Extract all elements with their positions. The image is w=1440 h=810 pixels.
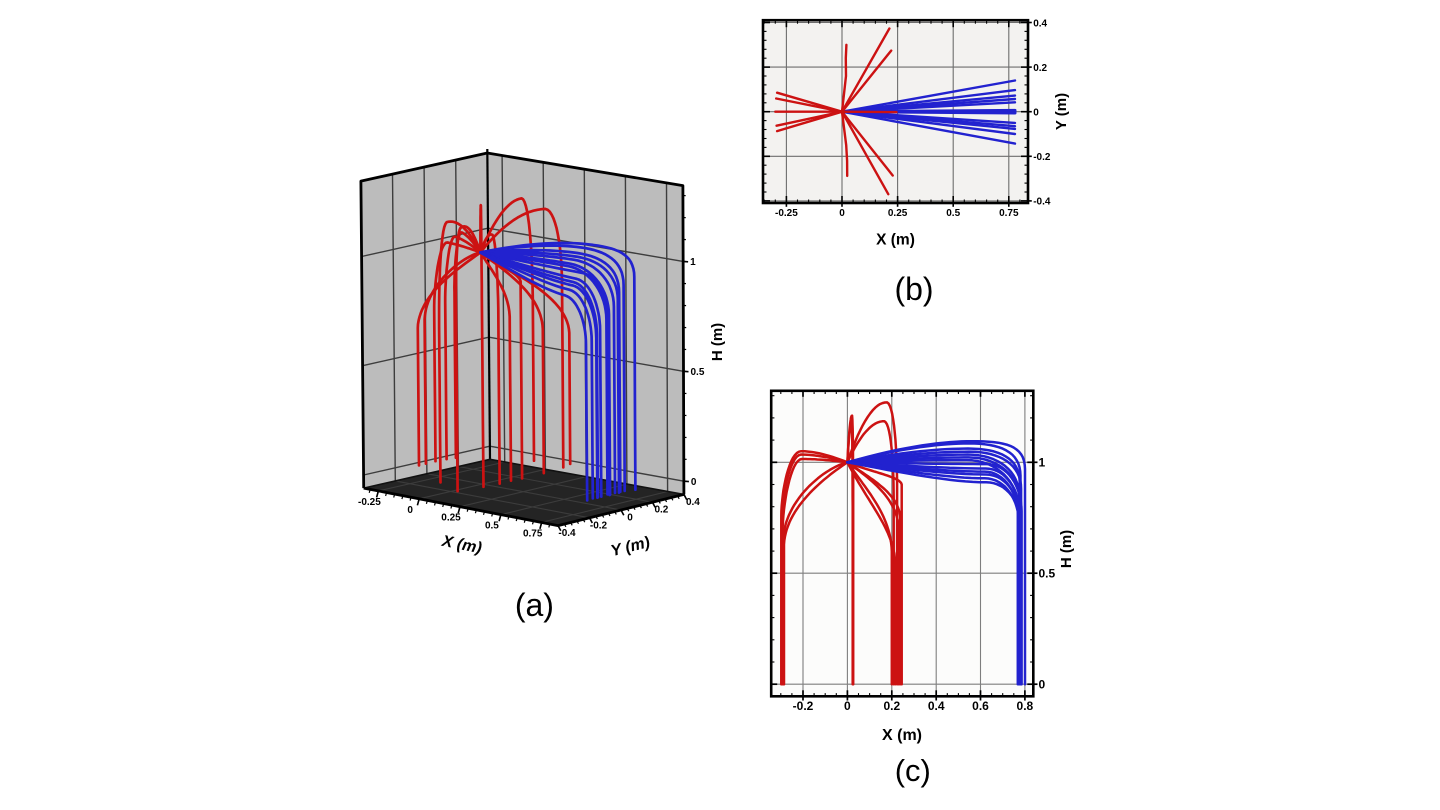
svg-text:0.5: 0.5 [691,367,705,378]
svg-text:0.5: 0.5 [485,521,499,532]
svg-text:0.5: 0.5 [1039,567,1056,581]
svg-text:0.25: 0.25 [888,208,908,219]
svg-text:0.6: 0.6 [972,699,989,713]
svg-text:X (m): X (m) [882,727,922,744]
svg-text:-0.4: -0.4 [1033,197,1051,208]
svg-text:Y (m): Y (m) [1053,93,1070,130]
svg-text:X (m): X (m) [876,232,915,249]
svg-text:(c): (c) [895,753,931,788]
svg-text:0.5: 0.5 [946,208,960,219]
svg-text:0.4: 0.4 [928,699,945,713]
svg-text:H (m): H (m) [709,323,726,361]
svg-text:(a): (a) [515,587,554,623]
svg-text:0.25: 0.25 [441,513,461,524]
svg-text:1: 1 [1039,456,1046,470]
svg-text:H (m): H (m) [1058,530,1075,568]
svg-text:0: 0 [844,699,851,713]
svg-text:0: 0 [839,208,845,219]
svg-text:0.8: 0.8 [1017,699,1034,713]
svg-text:0: 0 [1033,108,1039,119]
svg-text:-0.2: -0.2 [793,699,814,713]
svg-text:1: 1 [690,257,696,268]
svg-text:0.2: 0.2 [1033,63,1047,74]
svg-text:0: 0 [1039,678,1046,692]
svg-text:0.4: 0.4 [1033,18,1047,29]
svg-text:-0.2: -0.2 [1033,152,1051,163]
svg-text:0.2: 0.2 [883,699,900,713]
svg-text:0: 0 [407,505,413,516]
svg-text:-0.25: -0.25 [358,497,381,508]
svg-text:-0.4: -0.4 [558,528,576,539]
svg-text:0.2: 0.2 [654,505,668,516]
svg-text:0.75: 0.75 [523,528,543,539]
svg-text:0.75: 0.75 [999,208,1019,219]
svg-text:-0.25: -0.25 [775,208,798,219]
svg-text:0: 0 [691,477,697,488]
svg-text:-0.2: -0.2 [590,520,608,531]
svg-text:0.4: 0.4 [686,497,700,508]
svg-text:(b): (b) [894,271,933,307]
svg-text:0: 0 [627,513,633,524]
